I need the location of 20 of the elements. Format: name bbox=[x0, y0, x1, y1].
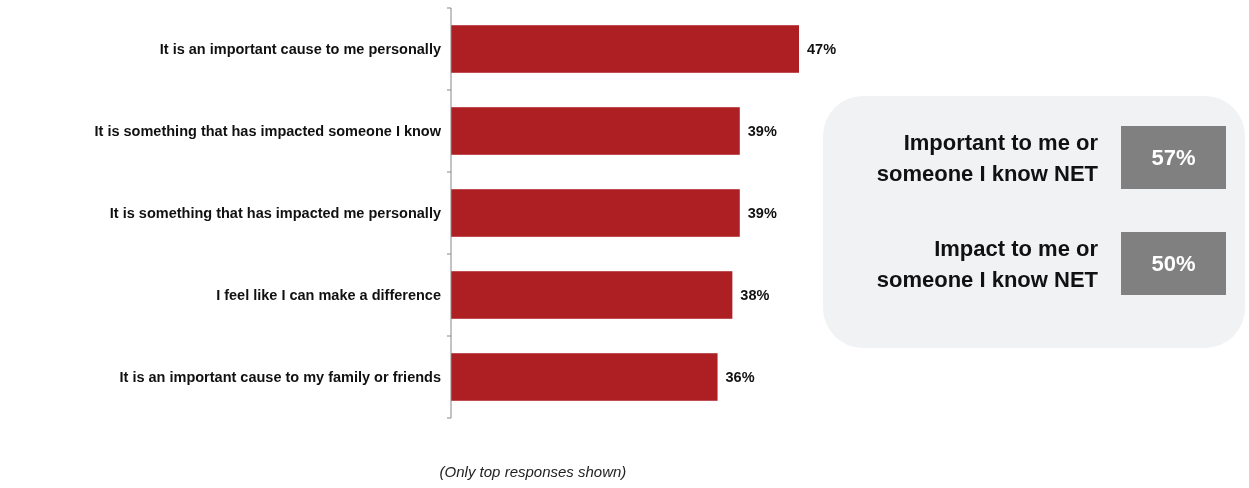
y-tick-label: I feel like I can make a difference bbox=[216, 287, 441, 304]
text: Important to me or someone I know NET bbox=[876, 129, 1099, 186]
bar bbox=[451, 107, 740, 155]
y-tick-label: It is something that has impacted me personally bbox=[109, 205, 441, 222]
data-label: 47% bbox=[807, 41, 837, 58]
data-label: 38% bbox=[740, 287, 770, 304]
text: Impact to me or someone I know NET bbox=[876, 235, 1099, 292]
bar bbox=[451, 271, 733, 319]
text: (Only top responses shown) bbox=[439, 463, 627, 480]
bar bbox=[451, 25, 799, 73]
y-tick-label: It is something that has impacted someone I know bbox=[94, 123, 442, 140]
y-tick-label: It is an important cause to my family or friends bbox=[119, 369, 441, 386]
bar bbox=[451, 353, 718, 401]
bar bbox=[451, 189, 740, 237]
data-label: 36% bbox=[725, 369, 755, 386]
text: 50% bbox=[1151, 251, 1196, 277]
data-label: 39% bbox=[747, 205, 777, 222]
y-tick-label: It is an important cause to me personally bbox=[159, 41, 441, 58]
text: 57% bbox=[1151, 145, 1196, 171]
data-label: 39% bbox=[747, 123, 777, 140]
